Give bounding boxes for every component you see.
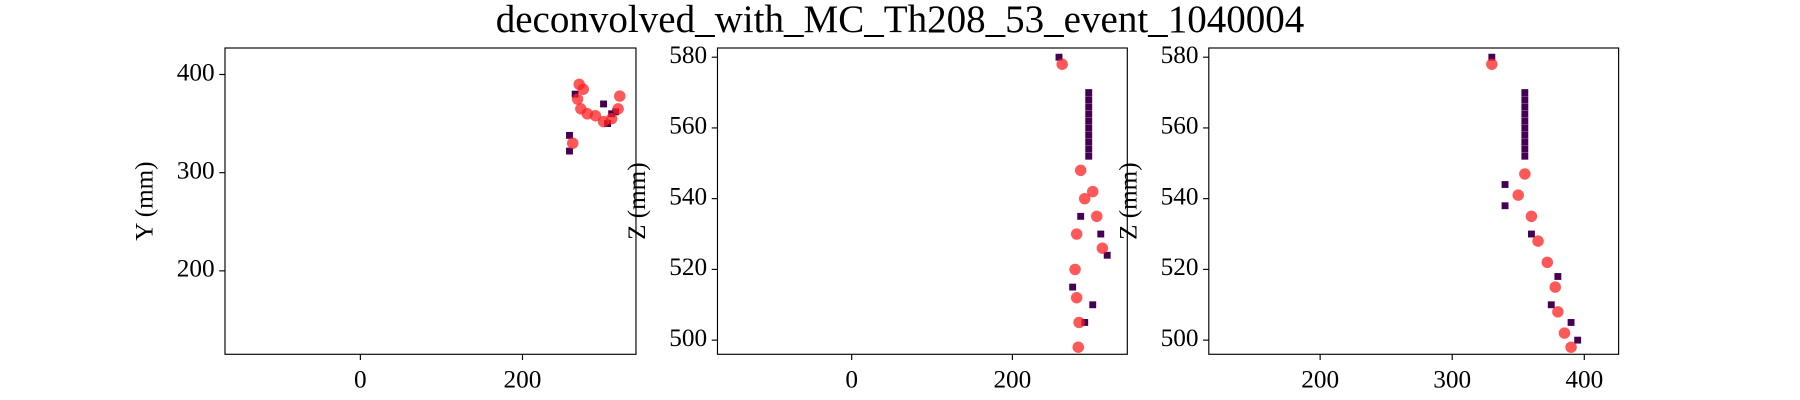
y-tick-label: 400	[177, 59, 215, 86]
hit-cell	[1528, 230, 1535, 238]
y-tick-label: 520	[1161, 254, 1199, 281]
track-point	[1558, 327, 1571, 339]
hit-cell	[1069, 283, 1077, 291]
hit-cell	[1547, 301, 1555, 309]
hit-cell	[1521, 131, 1529, 139]
x-tick-label: 400	[1565, 367, 1603, 394]
hit-cell	[1103, 251, 1111, 259]
y-axis-label: Y (mm)	[132, 161, 159, 240]
x-tick-label: 300	[1433, 367, 1471, 394]
track-point	[1519, 168, 1531, 180]
y-tick-label: 560	[1161, 113, 1199, 140]
track-point	[1096, 242, 1109, 254]
track-point	[1070, 228, 1083, 240]
track-point	[605, 112, 618, 125]
hit-cell	[1085, 145, 1093, 153]
hit-cell	[1501, 202, 1509, 210]
hit-cell	[1521, 89, 1529, 96]
x-tick-label: 200	[504, 367, 542, 394]
track-point	[1541, 256, 1554, 269]
hit-cell	[1085, 117, 1093, 125]
hit-cell	[1501, 181, 1509, 188]
track-point	[1532, 235, 1544, 247]
hit-cell	[1574, 336, 1582, 344]
track-point	[1072, 341, 1085, 353]
hit-cell	[566, 131, 573, 139]
track-point	[1565, 341, 1577, 353]
track-point	[571, 93, 584, 105]
hit-cell	[1521, 103, 1529, 111]
track-point	[567, 137, 579, 149]
hit-cell	[1055, 53, 1063, 61]
x-tick-label: 200	[1301, 367, 1339, 394]
track-point	[1525, 210, 1538, 223]
track-point	[589, 110, 602, 122]
y-axis-label: Z (mm)	[1115, 162, 1142, 239]
hit-cell	[1085, 89, 1093, 96]
hit-cell	[1567, 319, 1575, 326]
x-tick-label: 0	[845, 367, 858, 394]
track-point	[1087, 185, 1099, 198]
hit-cell	[1085, 103, 1093, 111]
hit-cell	[1085, 152, 1093, 160]
hit-cell	[1085, 124, 1093, 132]
figure-title: deconvolved_with_MC_Th208_53_event_10400…	[496, 0, 1305, 41]
y-tick-label: 300	[177, 157, 215, 184]
plot-area	[224, 47, 637, 355]
y-tick-label: 500	[1161, 325, 1199, 352]
track-point	[577, 83, 590, 95]
track-point	[1069, 263, 1081, 276]
hit-cell	[1554, 273, 1562, 280]
hit-cell	[1521, 145, 1529, 153]
y-axis-label: Z (mm)	[624, 162, 651, 239]
hit-cell	[1521, 96, 1529, 104]
hit-cell	[1521, 110, 1529, 118]
x-tick-label: 200	[993, 367, 1031, 394]
track-point	[1074, 164, 1087, 177]
track-point	[1078, 192, 1091, 205]
hit-cell	[1085, 138, 1093, 146]
track-point	[1070, 291, 1083, 304]
hit-cell	[600, 100, 607, 108]
hit-cell	[566, 147, 573, 155]
y-tick-label: 560	[669, 113, 707, 140]
hit-cell	[1085, 96, 1093, 104]
track-point	[1512, 189, 1524, 201]
track-point	[1091, 210, 1103, 223]
track-point	[1073, 316, 1085, 329]
plot-area	[716, 47, 1128, 355]
plot-area	[1208, 47, 1620, 355]
hit-cell	[1085, 110, 1093, 118]
y-tick-label: 580	[669, 42, 707, 69]
hit-cell	[1521, 117, 1529, 125]
y-tick-label: 580	[1161, 42, 1199, 69]
track-point	[612, 103, 624, 115]
y-tick-label: 200	[177, 256, 215, 283]
hit-cell	[1097, 230, 1105, 238]
hit-cell	[1488, 53, 1496, 61]
hit-cell	[1521, 138, 1529, 146]
y-tick-label: 540	[669, 183, 707, 210]
hit-cell	[1089, 301, 1097, 309]
track-point	[1552, 306, 1564, 318]
hit-cell	[1085, 131, 1093, 139]
y-tick-label: 540	[1161, 183, 1199, 210]
hit-cell	[1521, 152, 1529, 160]
x-tick-label: 0	[354, 367, 367, 394]
y-tick-label: 520	[669, 254, 707, 281]
track-point	[1486, 58, 1498, 70]
track-point	[614, 90, 626, 102]
y-tick-label: 500	[669, 325, 707, 352]
track-point	[1549, 281, 1561, 293]
hit-cell	[1077, 212, 1085, 220]
hit-cell	[1521, 124, 1529, 132]
track-point	[1056, 58, 1068, 70]
